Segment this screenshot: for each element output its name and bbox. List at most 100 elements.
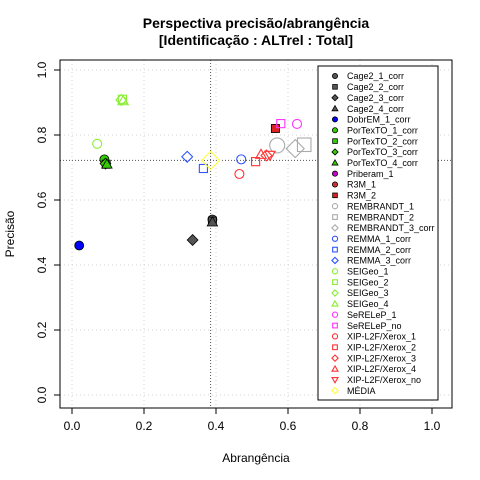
data-point-serelep-1 (291, 118, 303, 129)
legend-marker (331, 311, 339, 318)
legend-marker (331, 268, 339, 275)
legend-marker (331, 181, 338, 188)
legend-label: REMBRANDT_3_corr (347, 223, 435, 233)
legend-label: SEIGeo_2 (347, 277, 389, 287)
data-point-seigeo-1 (92, 138, 103, 149)
x-tick-label: 0.4 (208, 419, 225, 433)
legend-label: SEIGeo_1 (347, 267, 389, 277)
legend-marker (332, 246, 338, 253)
y-tick-label: 1.0 (35, 61, 49, 78)
legend-label: PorTexTO_2_corr (347, 136, 418, 146)
chart-title-line-1: Perspectiva precisão/abrangência (143, 15, 370, 31)
legend-marker (331, 148, 339, 156)
grid-lines (60, 60, 452, 408)
data-points (74, 93, 312, 251)
y-tick-label: 0.0 (35, 386, 49, 403)
legend-marker (331, 235, 339, 242)
y-tick-label: 0.4 (35, 256, 49, 273)
legend-label: SeRELeP_1 (347, 310, 397, 320)
data-point-xip-l2f-xerox-no (263, 150, 277, 162)
legend-marker (331, 224, 339, 232)
data-point-rembrandt-2 (296, 137, 312, 153)
data-point-rembrandt-1 (269, 137, 286, 154)
data-point-xip-l2f-xerox-1 (234, 168, 245, 180)
legend-label: SeRELeP_no (347, 321, 402, 331)
legend-marker (331, 73, 338, 80)
legend-label: XIP-L2F/Xerox_4 (347, 364, 416, 374)
legend-label: Cage2_3_corr (347, 93, 404, 103)
legend-label: REMMA_3_corr (347, 256, 411, 266)
legend-marker (331, 377, 339, 384)
legend-marker (331, 127, 338, 134)
legend-label: XIP-L2F/Xerox_3 (347, 353, 416, 363)
legend-marker (331, 116, 338, 123)
data-point-remma-1-corr (236, 154, 247, 165)
legend-marker (331, 364, 339, 372)
legend-marker (332, 84, 338, 90)
data-point-cage2-3-corr (186, 234, 199, 246)
legend-marker (331, 256, 339, 265)
x-tick-label: 0.6 (280, 419, 297, 433)
legend-marker (331, 299, 339, 307)
legend-marker (331, 170, 338, 177)
legend-label: XIP-L2F/Xerox_no (347, 375, 421, 385)
legend-label: SEIGeo_3 (347, 288, 389, 298)
data-point-seigeo-4 (116, 94, 130, 106)
data-point-cage2-4-corr (206, 216, 219, 227)
x-axis-label: Abrangência (222, 451, 290, 465)
data-point-remma-3-corr (181, 150, 194, 163)
legend-box (317, 65, 439, 401)
data-point-m-dia (200, 150, 221, 171)
data-point-xip-l2f-xerox-3 (260, 149, 273, 162)
x-tick-label: 0.8 (352, 419, 369, 433)
x-tick-label: 1.0 (424, 419, 441, 433)
data-point-rembrandt-3-corr (285, 138, 305, 159)
legend: Cage2_1_corrCage2_2_corrCage2_3_corrCage… (317, 65, 439, 401)
legend-marker (331, 159, 339, 166)
legend-label: Priberam_1 (347, 169, 394, 179)
y-axis-label: Precisão (3, 210, 17, 257)
legend-marker (331, 386, 339, 395)
reference-lines (60, 60, 452, 408)
data-point-serelep-no (276, 119, 286, 129)
legend-label: REMBRANDT_2 (347, 212, 414, 222)
legend-marker (331, 104, 339, 112)
y-tick-label: 0.6 (35, 191, 49, 208)
legend-label: SEIGeo_4 (347, 299, 389, 309)
legend-label: PorTexTO_3_corr (347, 147, 418, 157)
data-point-portexto-4-corr (101, 158, 113, 169)
legend-label: XIP-L2F/Xerox_1 (347, 332, 416, 342)
data-point-remma-2-corr (198, 163, 209, 174)
legend-label: PorTexTO_1_corr (347, 125, 418, 135)
plot-frame (59, 59, 453, 409)
chart-title-line-2: [Identificação : ALTrel : Total] (159, 32, 353, 48)
y-tick-label: 0.2 (35, 321, 49, 338)
legend-label: REMBRANDT_1 (347, 201, 414, 211)
legend-label: R3M_2 (347, 191, 376, 201)
legend-marker (331, 354, 339, 362)
x-tick-label: 0.2 (136, 419, 153, 433)
data-point-r3m-2 (270, 124, 280, 133)
y-tick-label: 0.8 (35, 126, 49, 143)
legend-marker (332, 214, 338, 220)
legend-label: Cage2_4_corr (347, 104, 404, 114)
legend-label: MÉDIA (347, 386, 376, 396)
legend-marker (332, 138, 338, 144)
axes: 0.0 0.2 0.4 0.6 0.8 1.0 0.0 0.2 0.4 0.6 0.8 1.0 (35, 61, 441, 433)
x-tick-label: 0.0 (64, 419, 81, 433)
legend-marker (331, 333, 339, 340)
legend-label: XIP-L2F/Xerox_2 (347, 342, 416, 352)
data-point-dobrem-1-corr (74, 240, 85, 251)
legend-marker (331, 94, 339, 102)
legend-marker (332, 322, 338, 329)
legend-marker (332, 344, 338, 351)
legend-label: REMMA_2_corr (347, 245, 411, 255)
legend-label: DobrEM_1_corr (347, 115, 411, 125)
legend-label: R3M_1 (347, 180, 376, 190)
legend-marker (332, 192, 338, 199)
data-point-xip-l2f-xerox-4 (254, 148, 268, 159)
legend-label: PorTexTO_4_corr (347, 158, 418, 168)
legend-marker (332, 279, 338, 286)
legend-label: REMMA_1_corr (347, 234, 411, 244)
